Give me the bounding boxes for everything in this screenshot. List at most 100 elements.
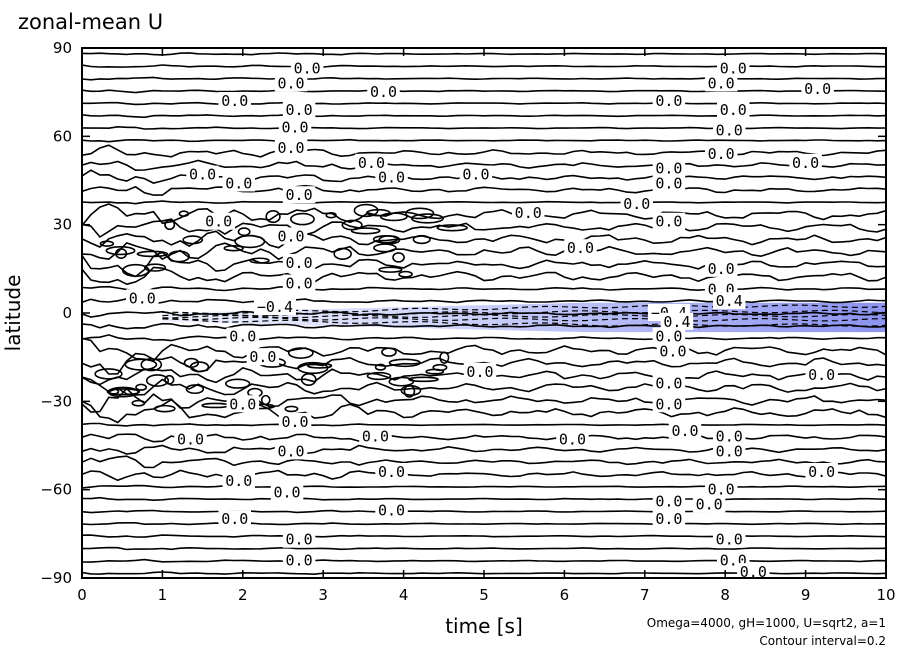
x-tick-label: 10 [876,586,895,604]
contour-label: 0.0 [655,395,682,413]
contour-eddy [333,247,352,260]
contour-label: 0.0 [221,92,248,110]
contour-eddy [392,252,405,263]
contour-label: 0.0 [720,60,747,78]
y-tick-label: −90 [40,569,72,587]
contour-label-background [274,227,308,245]
contour-label: 0.0 [358,154,385,172]
contour-label-background [253,298,296,316]
x-tick-label: 8 [720,586,730,604]
contour-line [82,64,886,68]
contour-label-background [282,100,316,118]
contour-eddy [178,210,190,218]
contour-eddy [124,358,158,371]
contour-line [82,89,886,94]
contour-eddy [260,394,271,406]
contour-line [82,138,886,143]
y-tick-label: 60 [53,127,72,145]
contour-label: 0.4 [663,313,690,331]
parameters-note: Omega=4000, gH=1000, U=sqrt2, a=1 [647,616,886,630]
contour-label: 0.0 [277,227,304,245]
contour-label: 0.0 [378,169,405,187]
contour-label-background [712,121,746,139]
y-axis: 90 60 30 0 −30 −60 −90 [40,39,886,587]
contour-label: 0.0 [462,166,489,184]
contour-label: 0.0 [708,74,735,92]
x-tick-label: 5 [479,586,489,604]
contour-eddy [105,246,136,256]
contour-label-background [375,463,408,480]
x-tick-label: 2 [238,586,248,604]
contour-label-background [801,80,834,98]
contour-label-background [620,195,654,213]
contour-label: 0.0 [189,166,216,184]
contour-eddy [439,351,450,364]
contour-label-background [459,165,493,183]
contour-label-background [652,327,686,345]
contour-label: 0.0 [696,495,723,513]
contour-eddy [249,257,270,264]
contour-eddy [136,250,169,258]
contour-eddy [106,388,141,396]
contour-label: 0.0 [720,101,747,119]
contour-eddy [373,243,397,253]
contour-label-background [355,153,388,171]
contour-line [82,76,886,81]
contour-label-background [511,203,545,221]
contour-line [82,376,886,396]
contour-label-background [652,212,686,230]
contour-eddy [164,374,175,385]
contour-label-background [463,362,497,380]
contour-line [82,101,886,106]
contour-label-background [367,83,400,101]
contour-label-background [704,74,738,92]
contour-label: 0.0 [277,442,304,460]
contour-label: 0.0 [792,154,819,172]
contour-eddy [237,227,251,237]
contour-label-background [186,165,219,183]
contour-label: 0.0 [716,531,743,549]
contour-label: 0.0 [708,145,735,163]
contour-label-background [652,174,686,192]
contour-label-background [274,139,308,157]
contour-line [82,469,886,482]
contour-line [82,285,886,293]
contour-eddy [341,219,363,231]
contour-label: 0.0 [229,395,256,413]
contour-label-background [712,530,746,548]
contour-eddy [265,210,281,224]
contour-label-background [270,483,304,501]
contour-label-background [668,421,702,439]
negative-contour-line [162,316,886,322]
contour-label-background [278,118,312,136]
contour-line [82,398,886,424]
contour-line [82,546,886,551]
contour-label-background [359,427,392,445]
contour-label: 0.0 [655,492,682,510]
contour-line [82,200,886,205]
contour-label-background [202,212,235,230]
contour-label: 0.0 [225,174,252,192]
contour-label-background [805,365,838,383]
contour-line [82,484,886,489]
contour-label-background [656,342,690,360]
contour-interval-note: Contour interval=0.2 [759,634,886,648]
contour-label: 0.0 [225,472,252,490]
contour-line [82,113,886,119]
contour-line [82,444,886,455]
contour-label: 0.0 [229,328,256,346]
contour-eddy [412,234,431,245]
contour-label: 0.0 [655,328,682,346]
contour-label-background [704,480,738,498]
contour-label: 0.0 [286,531,313,549]
x-tick-label: 4 [399,586,409,604]
contour-label: 0.0 [378,463,405,481]
contour-label-background [737,563,770,581]
contour-eddy [153,404,176,413]
contour-label-background [282,253,316,271]
contour-label: 0.0 [623,195,650,213]
contour-line [82,334,886,342]
contour-line [82,297,886,305]
contour-line [82,266,886,286]
contour-line [82,230,886,249]
